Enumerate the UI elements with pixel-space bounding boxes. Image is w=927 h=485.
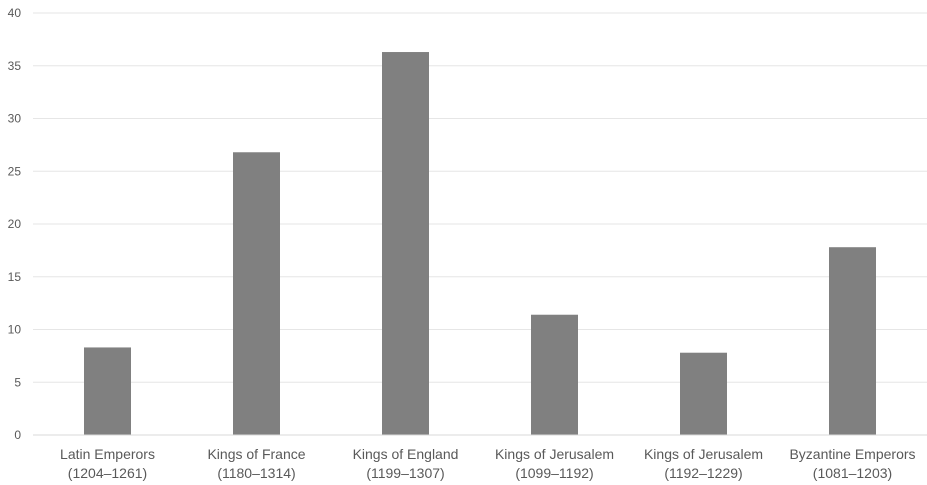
- bars: [84, 52, 876, 435]
- bar: [382, 52, 429, 435]
- x-tick-label: Kings of France: [207, 446, 305, 462]
- y-axis-ticks: 0 5 10 15 20 25 30 35 40: [8, 6, 22, 442]
- bar: [680, 352, 727, 435]
- x-tick-label: Byzantine Emperors: [789, 446, 915, 462]
- y-tick-label: 30: [8, 112, 22, 126]
- y-tick-label: 20: [8, 217, 22, 231]
- y-tick-label: 10: [8, 323, 22, 337]
- bar: [531, 314, 578, 435]
- y-tick-label: 35: [8, 59, 22, 73]
- x-tick-label: (1204–1261): [68, 465, 147, 481]
- y-tick-label: 5: [14, 375, 21, 389]
- bar: [829, 247, 876, 435]
- x-tick-label: (1199–1307): [366, 465, 444, 481]
- x-axis-labels: Latin Emperors (1204–1261) Kings of France…: [60, 446, 916, 481]
- y-tick-label: 0: [14, 428, 21, 442]
- bar: [233, 152, 280, 435]
- bar: [84, 347, 131, 435]
- x-tick-label: Kings of England: [353, 446, 459, 462]
- x-tick-label: Latin Emperors: [60, 446, 155, 462]
- x-tick-label: (1099–1192): [515, 465, 593, 481]
- x-tick-label: Kings of Jerusalem: [495, 446, 614, 462]
- y-tick-label: 40: [8, 6, 22, 20]
- x-tick-label: Kings of Jerusalem: [644, 446, 763, 462]
- y-tick-label: 25: [8, 164, 22, 178]
- x-tick-label: (1180–1314): [217, 465, 295, 481]
- y-tick-label: 15: [8, 270, 22, 284]
- gridlines: [33, 12, 927, 383]
- x-tick-label: (1192–1229): [664, 465, 742, 481]
- x-tick-label: (1081–1203): [813, 465, 892, 481]
